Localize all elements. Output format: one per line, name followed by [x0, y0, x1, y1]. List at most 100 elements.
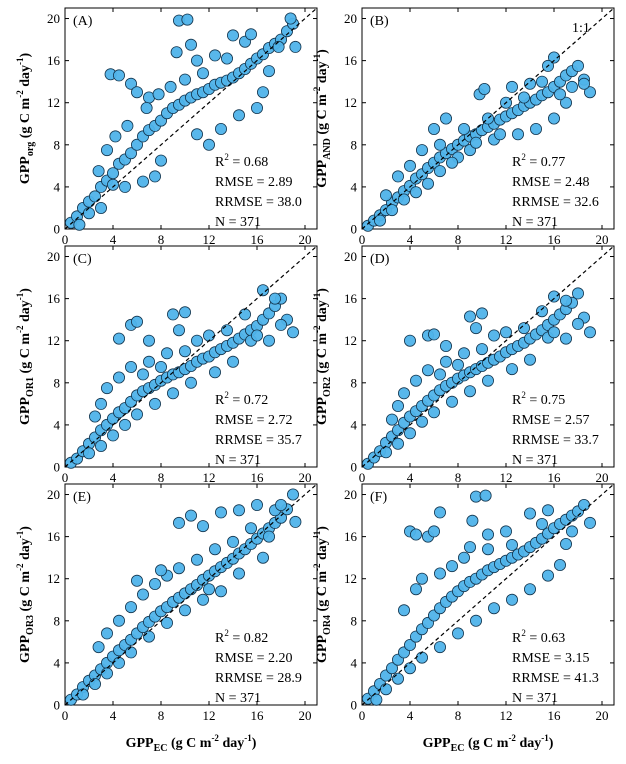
data-point	[113, 69, 126, 82]
y-tick-label: 8	[351, 375, 358, 390]
x-tick-label: 4	[110, 708, 117, 723]
data-point	[130, 138, 143, 151]
rmse-stat: RMSE = 2.89	[215, 175, 293, 190]
data-point	[391, 437, 404, 450]
y-tick-label: 20	[47, 249, 60, 264]
x-axis-sup: -2	[211, 733, 219, 743]
y-tick-label: 16	[47, 291, 61, 306]
data-point	[409, 374, 422, 387]
x-axis-units-end: )	[549, 736, 554, 751]
data-point	[142, 355, 155, 368]
data-point	[409, 186, 422, 199]
data-point	[518, 322, 531, 335]
data-point	[109, 130, 122, 143]
data-point	[256, 284, 269, 297]
data-point	[178, 73, 191, 86]
data-point	[403, 427, 416, 440]
y-axis-title: GPPOR4 (g C m-2 day-1)	[312, 526, 333, 663]
r2-stat: R2 = 0.68	[215, 152, 268, 170]
y-tick-label: 20	[47, 11, 60, 26]
data-point	[226, 535, 239, 548]
y-axis-units-end: )	[18, 52, 33, 57]
n-stat: N = 371	[512, 691, 558, 706]
data-point	[415, 651, 428, 664]
data-point	[505, 363, 518, 376]
data-point	[379, 446, 392, 459]
x-tick-label: 0	[359, 708, 366, 723]
data-point	[370, 693, 383, 706]
panel-label: (A)	[73, 14, 93, 29]
y-axis-units: (g C m	[315, 571, 330, 615]
data-point	[202, 138, 215, 151]
x-axis-sup2: -1	[244, 733, 252, 743]
data-point	[415, 144, 428, 157]
data-point	[457, 347, 470, 360]
rmse-stat: RMSE = 2.20	[215, 651, 293, 666]
data-point	[184, 38, 197, 51]
data-point	[391, 672, 404, 685]
data-point	[403, 334, 416, 347]
data-point	[107, 167, 120, 180]
n-stat: N = 371	[215, 215, 261, 230]
plot-frame	[64, 7, 318, 230]
data-point	[481, 543, 494, 556]
rmse-stat: RMSE = 2.48	[512, 175, 590, 190]
n-stat: N = 371	[215, 691, 261, 706]
y-tick-label: 16	[47, 529, 61, 544]
data-point	[433, 506, 446, 519]
y-tick-label: 20	[344, 11, 357, 26]
data-point	[250, 329, 263, 342]
data-point	[536, 75, 549, 88]
y-axis-main: GPP	[18, 635, 33, 663]
y-tick-label: 12	[47, 95, 60, 110]
data-point	[164, 80, 177, 93]
y-axis-sup2: -1	[15, 292, 25, 300]
chart-panel: 00 4 4 8 8 12 12 16 16 20 20 (D) R2 = 0.75 RMSE = 2.5…	[312, 245, 615, 485]
x-axis-sup: -2	[508, 733, 516, 743]
x-axis-units: (g C m	[465, 736, 509, 751]
x-tick-label: 4	[407, 470, 414, 485]
data-point	[136, 175, 149, 188]
x-tick-label: 20	[596, 708, 609, 723]
y-axis-sub: OR3	[25, 615, 36, 635]
plot-frame	[361, 7, 615, 230]
data-point	[184, 509, 197, 522]
data-point	[190, 54, 203, 67]
rmse-stat: RMSE = 3.15	[512, 651, 590, 666]
data-point	[181, 13, 194, 26]
y-axis-units: (g C m	[18, 97, 33, 141]
y-tick-label: 0	[351, 222, 358, 237]
data-point	[397, 387, 410, 400]
y-tick-label: 4	[351, 655, 358, 670]
data-point	[451, 358, 464, 371]
data-point	[119, 180, 132, 193]
y-axis-sup2: -1	[15, 57, 25, 65]
data-point	[160, 347, 173, 360]
y-axis-main: GPP	[18, 397, 33, 425]
data-point	[505, 80, 518, 93]
data-point	[92, 641, 105, 654]
data-point	[445, 395, 458, 408]
data-point	[113, 332, 126, 345]
data-point	[433, 368, 446, 381]
data-point	[136, 368, 149, 381]
y-axis-main: GPP	[315, 635, 330, 663]
data-point	[439, 355, 452, 368]
data-point	[250, 102, 263, 115]
data-point	[499, 525, 512, 538]
x-tick-label: 20	[596, 232, 609, 247]
data-point	[433, 641, 446, 654]
data-point	[530, 123, 543, 136]
data-point	[284, 12, 297, 25]
data-point	[415, 572, 428, 585]
data-point	[208, 543, 221, 556]
r2-text: R	[512, 393, 522, 408]
data-point	[566, 525, 579, 538]
rmse-stat: RMSE = 2.72	[215, 413, 293, 428]
data-point	[220, 324, 233, 337]
x-axis-title: GPPEC (g C m-2 day-1)	[423, 733, 554, 754]
data-point	[457, 551, 470, 564]
x-tick-label: 12	[203, 232, 216, 247]
y-axis-title: GPPorg (g C m-2 day-1)	[15, 52, 36, 184]
data-point	[142, 630, 155, 643]
